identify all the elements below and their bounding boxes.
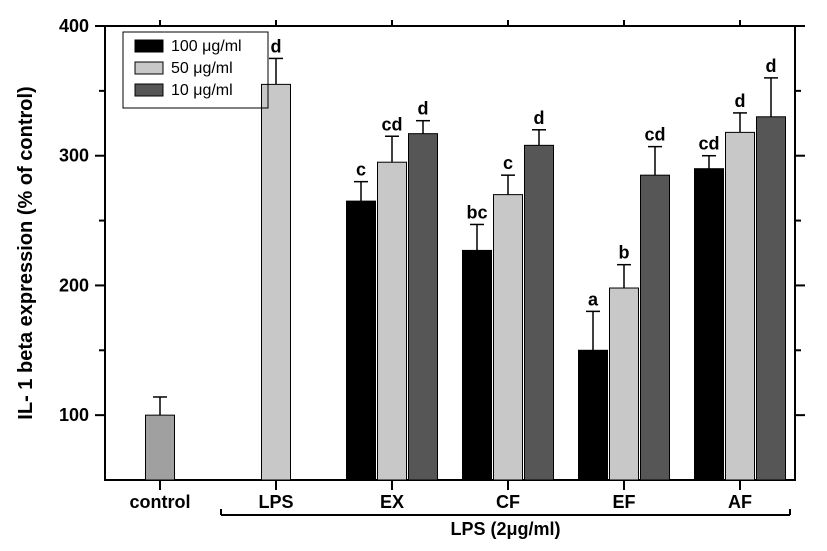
bar-annotation: bc: [466, 202, 487, 222]
bar-annotation: d: [418, 99, 429, 119]
legend-label: 10 μg/ml: [171, 82, 233, 99]
bar-annotation: cd: [381, 114, 402, 134]
legend-swatch: [135, 62, 163, 74]
bar-annotation: c: [503, 153, 513, 173]
bar-annotation: d: [271, 36, 282, 56]
bar: [347, 201, 376, 480]
legend-swatch: [135, 84, 163, 96]
bar: [262, 84, 291, 480]
bar: [463, 250, 492, 480]
bar: [726, 132, 755, 480]
bar-annotation: d: [766, 56, 777, 76]
legend-label: 100 μg/ml: [171, 38, 242, 55]
chart-container: 100 200 300 400 IL- 1 beta expression (% of …: [0, 0, 827, 551]
bar-annotation: b: [619, 243, 630, 263]
x-group-label: EX: [380, 492, 404, 512]
x-group-label: LPS: [258, 492, 293, 512]
x-bracket-label: LPS (2μg/ml): [450, 519, 560, 539]
legend-swatch: [135, 40, 163, 52]
ytick-label: 300: [59, 146, 89, 166]
legend-label: 50 μg/ml: [171, 60, 233, 77]
bar-annotation: d: [735, 91, 746, 111]
bar-annotation: d: [534, 108, 545, 128]
x-group-label: CF: [496, 492, 520, 512]
x-group-label: AF: [728, 492, 752, 512]
x-group-label: EF: [612, 492, 635, 512]
bar-annotation: a: [588, 289, 599, 309]
bar: [579, 350, 608, 480]
bar: [378, 162, 407, 480]
bar-chart: 100 200 300 400 IL- 1 beta expression (% of …: [0, 0, 827, 551]
bar: [525, 145, 554, 480]
bar-annotation: cd: [698, 134, 719, 154]
bar-annotation: c: [356, 160, 366, 180]
bar: [409, 134, 438, 480]
bar: [757, 117, 786, 480]
bar: [146, 415, 175, 480]
bar-annotation: cd: [644, 125, 665, 145]
bar: [641, 175, 670, 480]
bar: [494, 195, 523, 480]
ytick-label: 100: [59, 405, 89, 425]
ytick-label: 200: [59, 275, 89, 295]
bar: [610, 288, 639, 480]
y-axis-label: IL- 1 beta expression (% of control): [15, 86, 37, 419]
x-group-label: control: [130, 492, 191, 512]
bar: [695, 169, 724, 480]
ytick-label: 400: [59, 16, 89, 36]
